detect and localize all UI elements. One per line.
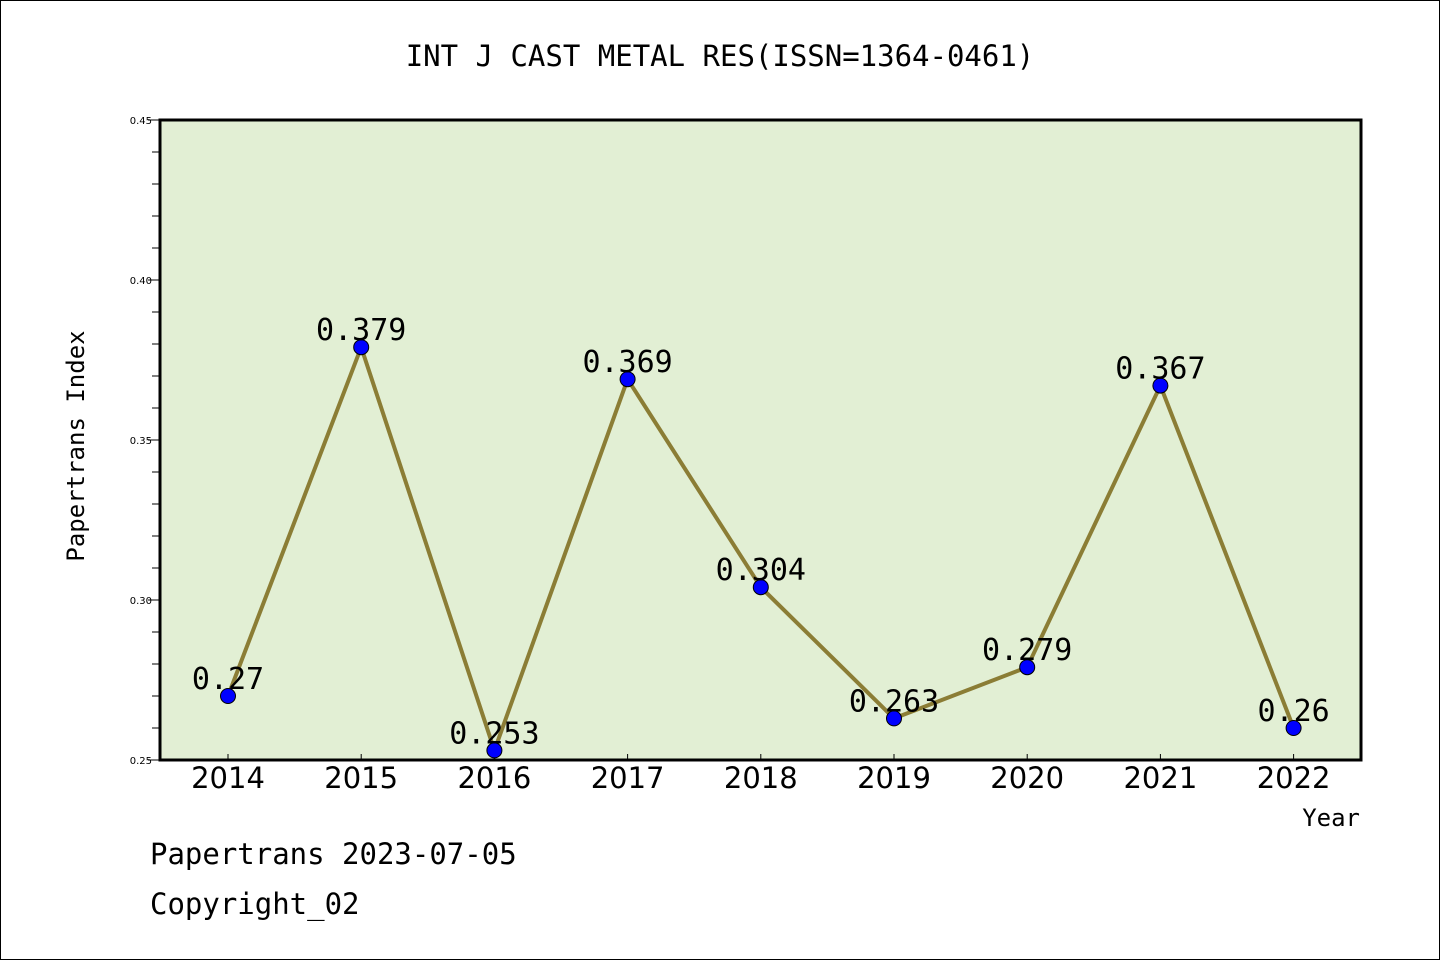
data-point-marker bbox=[619, 371, 636, 388]
data-label: 0.26 bbox=[1257, 694, 1329, 729]
y-tick-label: 0.40 bbox=[130, 276, 152, 287]
y-tick-label: 0.30 bbox=[130, 596, 152, 607]
data-label: 0.379 bbox=[316, 313, 406, 348]
y-tick-label: 0.25 bbox=[130, 756, 152, 767]
y-axis-label: Papertrans Index bbox=[62, 330, 90, 561]
footer-copyright: Copyright_02 bbox=[150, 887, 360, 922]
plot-area bbox=[158, 118, 1363, 762]
data-point-marker bbox=[1019, 659, 1036, 676]
data-labels: 0.27 0.379 0.253 0.369 0.304 0.263 0.279 0.367 0… bbox=[192, 313, 1330, 751]
data-point-marker bbox=[353, 339, 370, 356]
footer-date: Papertrans 2023-07-05 bbox=[150, 837, 517, 871]
y-tick-label: 0.35 bbox=[130, 436, 152, 447]
data-label: 0.304 bbox=[716, 553, 806, 588]
x-tick-label: 2014 bbox=[191, 761, 265, 795]
data-point-marker bbox=[1152, 377, 1169, 394]
y-axis: 0.25 0.30 0.35 0.40 0.45 bbox=[130, 116, 160, 767]
x-tick-label: 2022 bbox=[1257, 761, 1331, 795]
data-point-marker bbox=[486, 742, 503, 759]
data-point-marker bbox=[1285, 720, 1302, 736]
x-tick-label: 2017 bbox=[591, 761, 665, 795]
data-label: 0.253 bbox=[449, 716, 539, 751]
data-point-marker bbox=[220, 688, 236, 704]
x-tick-label: 2021 bbox=[1123, 761, 1197, 795]
x-tick-label: 2016 bbox=[457, 761, 531, 795]
x-axis-label: Year bbox=[1302, 804, 1360, 832]
data-label: 0.263 bbox=[849, 684, 939, 719]
x-tick-label: 2015 bbox=[324, 761, 398, 795]
data-label: 0.27 bbox=[192, 662, 264, 697]
chart-title: INT J CAST METAL RES(ISSN=1364-0461) bbox=[406, 39, 1035, 73]
data-point-marker bbox=[886, 710, 902, 727]
y-tick-label: 0.45 bbox=[130, 116, 152, 127]
data-point-marker bbox=[752, 579, 769, 596]
data-label: 0.369 bbox=[582, 345, 672, 380]
data-label: 0.367 bbox=[1115, 352, 1205, 387]
x-axis: 2014 2015 2016 2017 2018 2019 2020 2021 2022 bbox=[191, 754, 1331, 795]
x-tick-label: 2019 bbox=[857, 761, 931, 795]
x-tick-label: 2020 bbox=[990, 761, 1064, 795]
series-markers bbox=[220, 339, 1302, 759]
data-label: 0.279 bbox=[982, 633, 1072, 668]
x-tick-label: 2018 bbox=[724, 761, 798, 795]
